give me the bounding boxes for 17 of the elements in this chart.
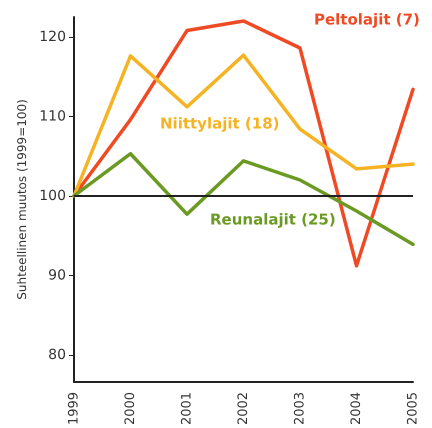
x-tick-label: 1999	[66, 392, 82, 426]
y-tick-label: 80	[48, 346, 66, 363]
x-tick-label: 2000	[123, 392, 138, 426]
x-tick-label: 2003	[292, 392, 308, 426]
x-tick-label: 2002	[236, 392, 251, 426]
y-tick-label: 110	[39, 108, 66, 124]
y-axis-title: Suhteellinen muutos (1999=100)	[15, 99, 29, 300]
x-tick-label: 2005	[406, 392, 420, 426]
series-label: Niittylajit (18)	[160, 114, 280, 132]
y-tick-label: 120	[39, 28, 66, 45]
line-series	[72, 152, 415, 246]
y-tick-label: 90	[48, 267, 66, 284]
x-tick-label: 2004	[349, 392, 364, 426]
x-tick-label: 2001	[180, 392, 194, 426]
series-label: Reunalajit (25)	[210, 210, 336, 228]
y-tick-label: 100	[39, 188, 66, 204]
series-label: Peltolajit (7)	[314, 10, 420, 28]
